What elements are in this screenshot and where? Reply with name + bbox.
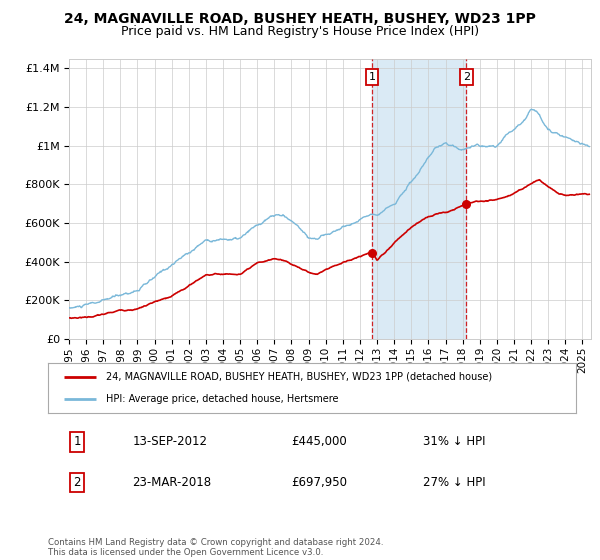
- Text: Contains HM Land Registry data © Crown copyright and database right 2024.
This d: Contains HM Land Registry data © Crown c…: [48, 538, 383, 557]
- Text: 1: 1: [368, 72, 376, 82]
- Text: 24, MAGNAVILLE ROAD, BUSHEY HEATH, BUSHEY, WD23 1PP (detached house): 24, MAGNAVILLE ROAD, BUSHEY HEATH, BUSHE…: [106, 372, 492, 382]
- Text: 24, MAGNAVILLE ROAD, BUSHEY HEATH, BUSHEY, WD23 1PP: 24, MAGNAVILLE ROAD, BUSHEY HEATH, BUSHE…: [64, 12, 536, 26]
- Text: 27% ↓ HPI: 27% ↓ HPI: [423, 476, 485, 489]
- Text: 13-SEP-2012: 13-SEP-2012: [133, 435, 208, 448]
- Text: 31% ↓ HPI: 31% ↓ HPI: [423, 435, 485, 448]
- Text: 1: 1: [73, 435, 81, 448]
- Text: £445,000: £445,000: [291, 435, 347, 448]
- Text: 2: 2: [463, 72, 470, 82]
- Bar: [372, 59, 466, 339]
- Text: HPI: Average price, detached house, Hertsmere: HPI: Average price, detached house, Hert…: [106, 394, 338, 404]
- Text: 23-MAR-2018: 23-MAR-2018: [133, 476, 212, 489]
- Text: £697,950: £697,950: [291, 476, 347, 489]
- Text: Price paid vs. HM Land Registry's House Price Index (HPI): Price paid vs. HM Land Registry's House …: [121, 25, 479, 38]
- Text: 2: 2: [73, 476, 81, 489]
